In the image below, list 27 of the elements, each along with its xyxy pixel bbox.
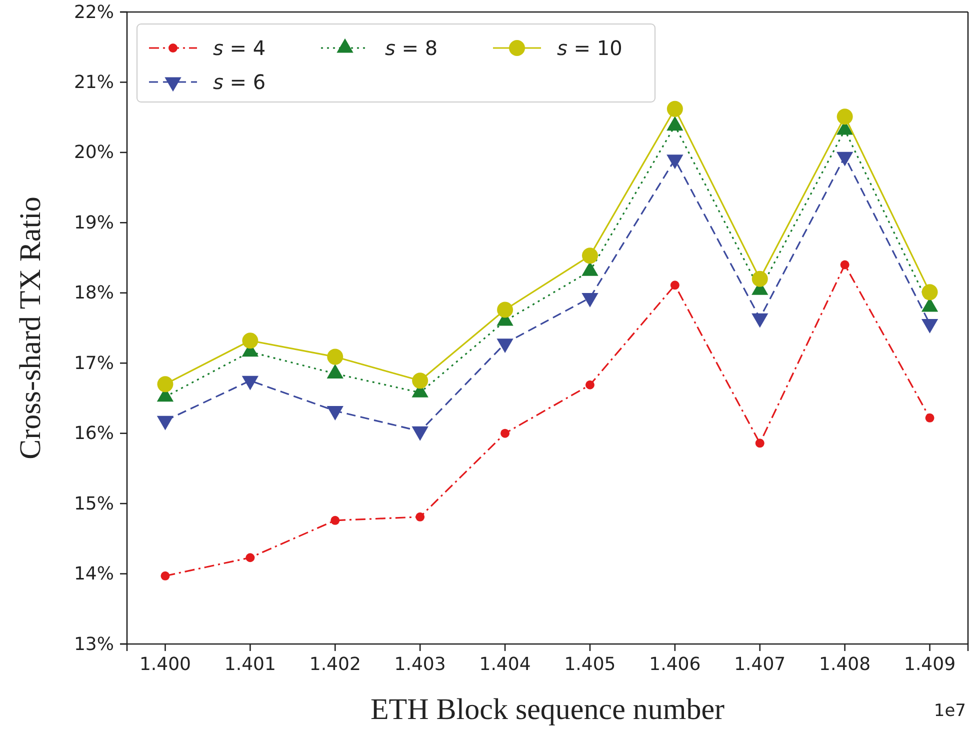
- legend-label: s = 6: [213, 70, 266, 94]
- y-tick-label: 13%: [74, 634, 114, 655]
- x-tick-label: 1.403: [394, 654, 446, 675]
- x-tick-label: 1.402: [309, 654, 361, 675]
- x-tick-label: 1.404: [479, 654, 531, 675]
- x-tick-label: 1.406: [649, 654, 701, 675]
- x-tick-label: 1.409: [904, 654, 956, 675]
- y-tick-label: 15%: [74, 493, 114, 514]
- x-tick-label: 1.405: [564, 654, 616, 675]
- y-tick-label: 21%: [74, 72, 114, 93]
- y-axis-title: Cross-shard TX Ratio: [14, 196, 47, 460]
- x-tick-label: 1.407: [734, 654, 786, 675]
- x-tick-label: 1.400: [139, 654, 191, 675]
- legend-label: s = 10: [557, 36, 622, 60]
- y-tick-label: 14%: [74, 564, 114, 585]
- x-axis-title: ETH Block sequence number: [370, 693, 725, 726]
- legend-label: s = 8: [385, 36, 438, 60]
- x-tick-label: 1.401: [224, 654, 276, 675]
- y-tick-label: 19%: [74, 212, 114, 234]
- y-tick-label: 20%: [74, 142, 114, 164]
- y-tick-label: 18%: [74, 282, 114, 304]
- y-tick-label: 16%: [74, 423, 114, 444]
- legend-label: s = 4: [213, 36, 266, 60]
- y-tick-label: 22%: [74, 2, 114, 23]
- text: 1e7: [934, 701, 966, 721]
- x-tick-label: 1.408: [819, 654, 871, 675]
- y-tick-label: 17%: [74, 352, 114, 374]
